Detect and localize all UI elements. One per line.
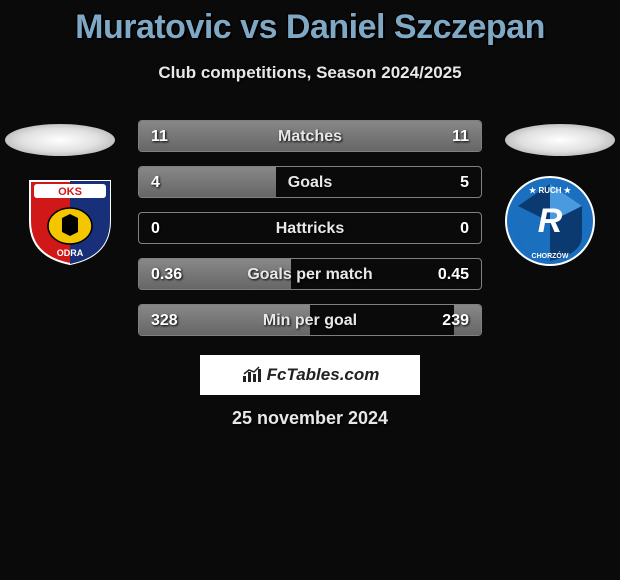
- club-logo-left: OKS ODRA: [20, 176, 120, 266]
- stat-label: Min per goal: [139, 305, 481, 336]
- stat-value-right: 5: [460, 167, 469, 198]
- stat-row: 0.36 Goals per match 0.45: [138, 258, 482, 290]
- svg-text:R: R: [538, 202, 563, 240]
- watermark: FcTables.com: [200, 355, 420, 395]
- club-logo-right: R ★ RUCH ★ CHORZÓW: [500, 176, 600, 266]
- stat-value-right: 0.45: [438, 259, 469, 290]
- page-title: Muratovic vs Daniel Szczepan: [0, 0, 620, 47]
- watermark-text: FcTables.com: [267, 365, 380, 385]
- stat-value-right: 239: [442, 305, 469, 336]
- svg-text:ODRA: ODRA: [57, 248, 84, 258]
- stat-row: 4 Goals 5: [138, 166, 482, 198]
- stat-row: 0 Hattricks 0: [138, 212, 482, 244]
- stat-label: Goals per match: [139, 259, 481, 290]
- svg-text:OKS: OKS: [58, 186, 82, 198]
- chart-icon: [241, 366, 263, 384]
- stats-container: 11 Matches 11 4 Goals 5 0 Hattricks 0 0.…: [138, 120, 482, 350]
- stat-label: Hattricks: [139, 213, 481, 244]
- stat-value-right: 11: [452, 121, 469, 152]
- date-label: 25 november 2024: [0, 408, 620, 429]
- stat-label: Goals: [139, 167, 481, 198]
- svg-text:★ RUCH ★: ★ RUCH ★: [529, 186, 572, 195]
- stat-value-right: 0: [460, 213, 469, 244]
- logo-shadow-right: [505, 124, 615, 156]
- page-subtitle: Club competitions, Season 2024/2025: [0, 63, 620, 83]
- stat-row: 11 Matches 11: [138, 120, 482, 152]
- stat-label: Matches: [139, 121, 481, 152]
- logo-shadow-left: [5, 124, 115, 156]
- svg-text:CHORZÓW: CHORZÓW: [532, 251, 569, 260]
- stat-row: 328 Min per goal 239: [138, 304, 482, 336]
